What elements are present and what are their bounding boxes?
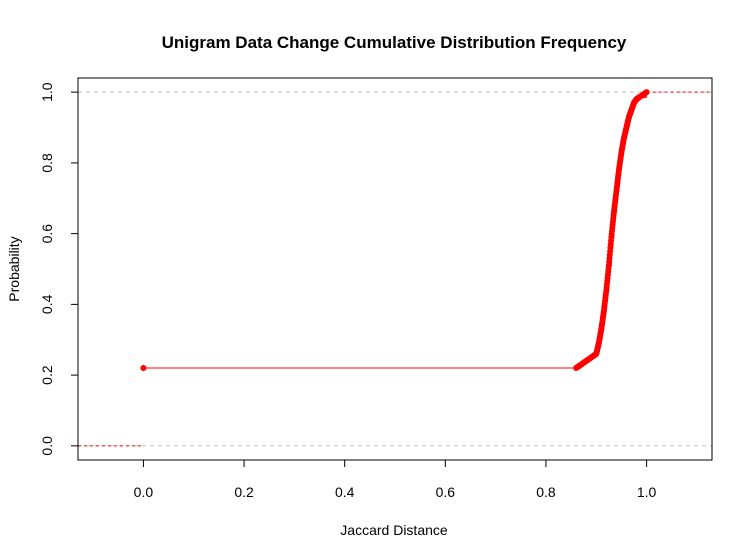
- cdf-point-end: [643, 89, 650, 96]
- y-tick-label: 0.0: [39, 436, 55, 456]
- y-axis: 0.0 0.2 0.4 0.6 0.8 1.0: [39, 82, 78, 456]
- x-tick-label: 0.8: [536, 484, 556, 500]
- cdf-point-start: [140, 365, 147, 372]
- x-tick-label: 0.4: [335, 484, 355, 500]
- y-tick-label: 0.6: [39, 224, 55, 244]
- x-tick-label: 0.2: [234, 484, 254, 500]
- y-axis-label: Probability: [6, 236, 22, 301]
- chart-title: Unigram Data Change Cumulative Distribut…: [162, 33, 627, 52]
- x-tick-label: 0.6: [436, 484, 456, 500]
- y-tick-label: 1.0: [39, 82, 55, 102]
- x-tick-label: 0.0: [134, 484, 154, 500]
- x-tick-label: 1.0: [637, 484, 657, 500]
- y-tick-label: 0.8: [39, 153, 55, 173]
- x-axis: 0.0 0.2 0.4 0.6 0.8 1.0: [134, 460, 657, 500]
- y-tick-label: 0.2: [39, 365, 55, 385]
- y-tick-label: 0.4: [39, 294, 55, 314]
- cdf-series: [78, 89, 712, 447]
- plot-frame: [77, 77, 713, 461]
- reference-lines: [78, 91, 712, 447]
- x-axis-label: Jaccard Distance: [340, 522, 448, 538]
